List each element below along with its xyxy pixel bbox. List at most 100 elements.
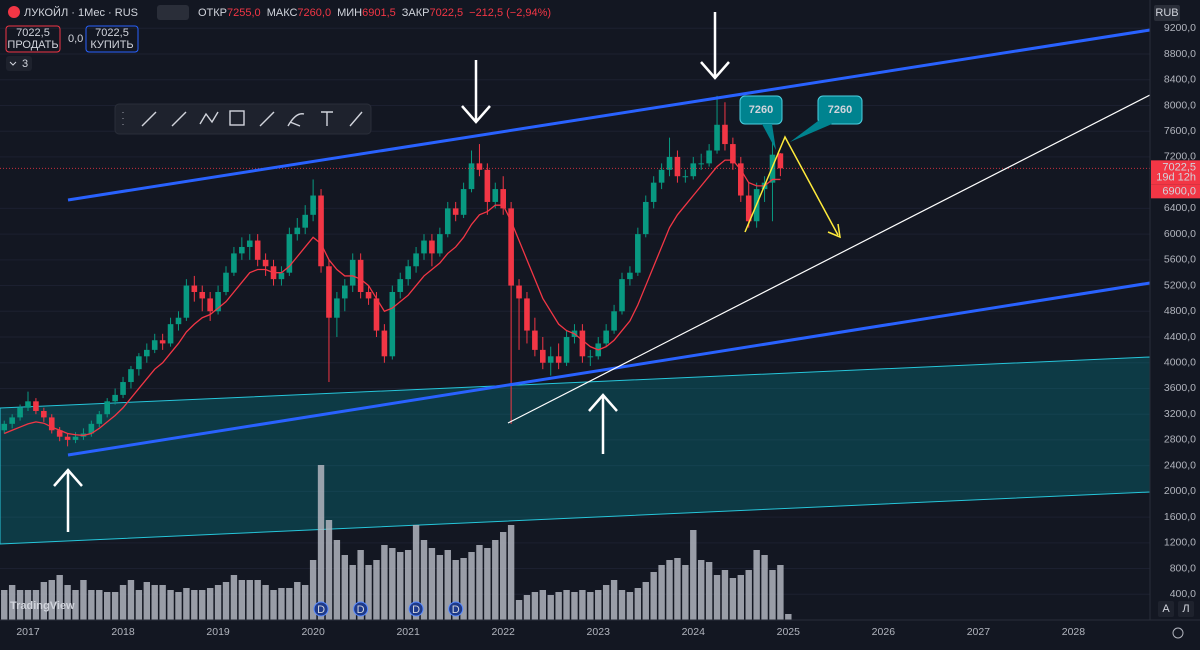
volume-bar — [381, 545, 388, 620]
tool-icon[interactable] — [287, 113, 305, 127]
candle-body — [1, 423, 8, 431]
candle-body — [421, 240, 427, 254]
tool-icon[interactable] — [229, 110, 245, 126]
volume-bar — [523, 595, 531, 620]
candle-body — [239, 246, 245, 254]
volume-bar — [468, 552, 475, 620]
candle-body — [500, 189, 506, 209]
candle-body — [437, 234, 443, 254]
scale-button-label: Л — [1182, 603, 1189, 615]
candle-body — [738, 163, 744, 196]
trend-line — [67, 28, 1151, 202]
candle-body — [714, 124, 720, 151]
ohlc: ОТКР7255,0 МАКС7260,0 МИН6901,5 ЗАКР7022,5−… — [198, 7, 551, 19]
price-axis — [1150, 0, 1200, 650]
candle-body — [484, 169, 491, 202]
tool-icon[interactable] — [171, 111, 187, 127]
volume-bar — [721, 570, 729, 620]
dividend-label: D — [412, 604, 420, 616]
ohlc-value: 7255,0 — [227, 7, 261, 19]
volume-bar — [460, 558, 467, 620]
volume-bar — [349, 565, 356, 620]
candle-body — [690, 163, 697, 177]
symbol: ЛУКОЙЛ · 1Мес · RUS — [24, 6, 138, 19]
volume-bar — [246, 580, 253, 620]
settings-icon[interactable] — [1172, 627, 1184, 639]
indicators-toggle[interactable] — [6, 56, 32, 71]
y-tick-label: 5200,0 — [1164, 279, 1196, 291]
tool-icon[interactable] — [199, 111, 219, 125]
volume-bar — [539, 590, 546, 620]
candle-body — [587, 356, 594, 358]
dividend-marker — [448, 601, 464, 617]
header: ЛУКОЙЛ · 1Мес · RUS ОТКР7255,0 МАКС7260,0… — [8, 5, 551, 20]
x-tick-label: 2018 — [111, 626, 135, 638]
candle-body — [540, 349, 546, 363]
candle-body — [389, 291, 396, 357]
candle-body — [444, 208, 451, 235]
volume-bar — [531, 592, 539, 620]
candle-body — [635, 234, 641, 273]
dividend-marker — [408, 601, 424, 617]
candle-body — [183, 285, 190, 318]
volume-bar — [777, 565, 784, 620]
candle-body — [452, 208, 459, 215]
volume-bar — [444, 550, 451, 620]
x-tick-label: 2023 — [587, 626, 611, 638]
tool-icon[interactable] — [141, 111, 157, 127]
volume-bar — [389, 548, 396, 620]
volume-bar — [175, 592, 182, 620]
candle-body — [104, 401, 110, 415]
x-tick-label: 2020 — [301, 626, 325, 638]
grid — [0, 27, 1150, 595]
forecast-line — [744, 135, 839, 236]
indicators-count: 3 — [22, 58, 28, 70]
arrows — [53, 12, 730, 532]
candle-body — [682, 176, 689, 178]
volume-bar — [729, 578, 737, 620]
volume-bar — [325, 520, 333, 620]
dividend-label: D — [317, 604, 325, 616]
volume-bar — [230, 575, 238, 620]
buy-button[interactable] — [85, 25, 139, 53]
candle-body — [246, 240, 253, 247]
candle-body — [33, 401, 39, 411]
y-tick-label: 3600,0 — [1164, 382, 1196, 394]
scale-button[interactable] — [1158, 601, 1174, 617]
tool-icon[interactable] — [349, 111, 363, 127]
candle-body — [476, 163, 483, 170]
candle-body — [365, 291, 372, 299]
tool-icon[interactable] — [321, 111, 333, 126]
volume-bar — [595, 590, 602, 620]
volume-bar — [309, 560, 317, 620]
volume-bar — [278, 588, 285, 620]
tool-icon[interactable] — [259, 111, 275, 127]
volume-bar — [571, 592, 578, 620]
volume-bar — [317, 465, 325, 620]
candle-body — [698, 163, 704, 165]
volume-bar — [262, 585, 269, 620]
currency-button[interactable] — [1154, 5, 1180, 21]
candle-body — [555, 356, 562, 363]
x-tick-label: 2022 — [492, 626, 516, 638]
x-axis: 2017 2018 2019 2020 2021 2022 2023 2024 2025 2026… — [16, 626, 1085, 638]
candle-body — [334, 298, 340, 318]
volume-bar — [159, 585, 166, 620]
toggle[interactable] — [157, 5, 189, 20]
volume-bar — [64, 585, 71, 620]
volume-bar — [365, 565, 372, 620]
candle-body — [547, 356, 554, 363]
volume-bar — [1, 590, 8, 620]
annotation: 7260 — [828, 104, 852, 116]
volume-bar — [238, 580, 246, 620]
scale-button[interactable] — [1178, 601, 1194, 617]
buy-price: 7022,5 — [95, 27, 129, 39]
change: −212,5 (−2,94%) — [469, 7, 551, 19]
candle-body — [745, 195, 752, 222]
volume-bar — [682, 565, 689, 620]
volume-bar — [48, 580, 55, 620]
volume-bar — [476, 545, 483, 620]
moving-average — [3, 159, 781, 437]
sell-button[interactable] — [5, 25, 61, 53]
dividend-label: D — [452, 604, 460, 616]
